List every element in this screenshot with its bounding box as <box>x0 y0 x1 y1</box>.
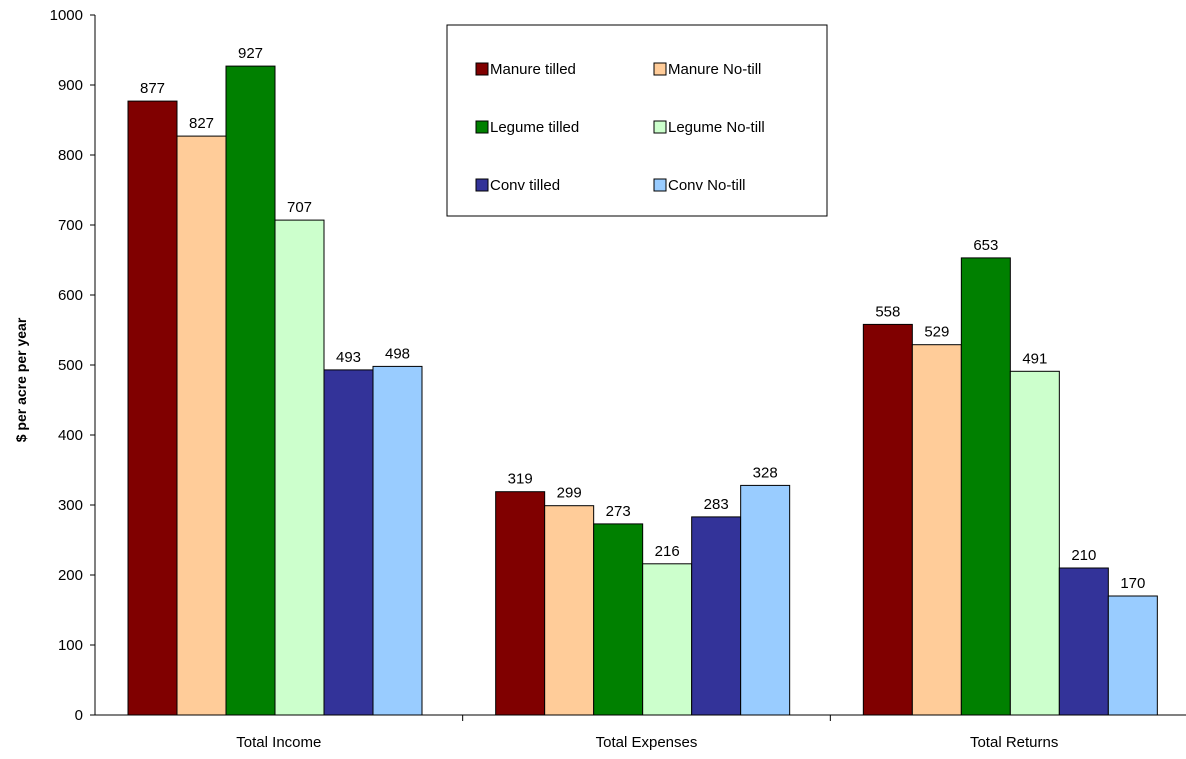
bar-manure-no-till-total-income <box>176 135 227 716</box>
y-tick-label: 500 <box>58 357 83 374</box>
x-tick-label: Total Returns <box>970 734 1058 751</box>
legend-swatch <box>653 120 667 134</box>
data-label: 283 <box>704 496 729 513</box>
bar-conv-no-till-total-returns <box>1107 595 1158 716</box>
y-tick-label: 1000 <box>50 7 83 24</box>
bar-manure-no-till-total-returns <box>911 344 962 716</box>
bar-conv-tilled-total-expenses <box>691 516 742 716</box>
legend-box <box>446 24 828 217</box>
data-label: 491 <box>1022 350 1047 367</box>
data-label: 558 <box>875 303 900 320</box>
data-label: 498 <box>385 345 410 362</box>
legend-label: Legume No-till <box>668 119 765 136</box>
data-label: 273 <box>606 503 631 520</box>
data-label: 927 <box>238 45 263 62</box>
data-label: 216 <box>655 543 680 560</box>
data-label: 529 <box>924 324 949 341</box>
x-tick-label: Total Expenses <box>596 734 698 751</box>
bar-legume-no-till-total-expenses <box>642 563 693 716</box>
data-label: 877 <box>140 80 165 97</box>
y-tick-label: 900 <box>58 77 83 94</box>
legend-swatch <box>475 178 489 192</box>
bar-legume-tilled-total-expenses <box>593 523 644 716</box>
bar-manure-tilled-total-expenses <box>495 491 546 716</box>
data-label: 319 <box>508 471 533 488</box>
bar-conv-no-till-total-income <box>372 365 423 716</box>
legend-label: Manure No-till <box>668 61 761 78</box>
legend-label: Legume tilled <box>490 119 579 136</box>
y-tick-label: 600 <box>58 287 83 304</box>
y-axis-title: $ per acre per year <box>13 317 29 442</box>
y-tick-label: 800 <box>58 147 83 164</box>
data-label: 328 <box>753 464 778 481</box>
bar-conv-no-till-total-expenses <box>740 484 791 716</box>
y-tick-label: 300 <box>58 497 83 514</box>
bar-legume-tilled-total-returns <box>960 257 1011 716</box>
bars-layer <box>127 65 1158 716</box>
legend-label: Manure tilled <box>490 61 576 78</box>
y-tick-label: 400 <box>58 427 83 444</box>
y-tick-label: 200 <box>58 567 83 584</box>
bar-manure-tilled-total-income <box>127 100 178 716</box>
axes-layer <box>90 14 1186 721</box>
bar-conv-tilled-total-income <box>323 369 374 716</box>
data-label: 827 <box>189 115 214 132</box>
legend-swatch <box>653 178 667 192</box>
labels-layer: 877 827 927 707 493 498 Total Income 319 299 273 2… <box>50 7 1146 751</box>
data-label: 653 <box>973 237 998 254</box>
bar-manure-no-till-total-expenses <box>544 505 595 716</box>
bar-manure-tilled-total-returns <box>862 323 913 716</box>
data-label: 210 <box>1071 547 1096 564</box>
data-label: 493 <box>336 349 361 366</box>
bar-legume-no-till-total-returns <box>1009 370 1060 716</box>
bar-conv-tilled-total-returns <box>1058 567 1109 716</box>
bar-legume-tilled-total-income <box>225 65 276 716</box>
bar-legume-no-till-total-income <box>274 219 325 716</box>
legend-swatch <box>653 62 667 76</box>
legend-swatch <box>475 62 489 76</box>
legend-label: Conv tilled <box>490 177 560 194</box>
y-tick-label: 700 <box>58 217 83 234</box>
legend-label: Conv No-till <box>668 177 746 194</box>
legend-swatch <box>475 120 489 134</box>
data-label: 707 <box>287 199 312 216</box>
data-label: 170 <box>1120 575 1145 592</box>
y-tick-label: 0 <box>75 707 83 724</box>
y-tick-label: 100 <box>58 637 83 654</box>
legend: Manure tilled Manure No-till Legume tilled… <box>446 24 828 217</box>
data-label: 299 <box>557 485 582 502</box>
x-tick-label: Total Income <box>236 734 321 751</box>
